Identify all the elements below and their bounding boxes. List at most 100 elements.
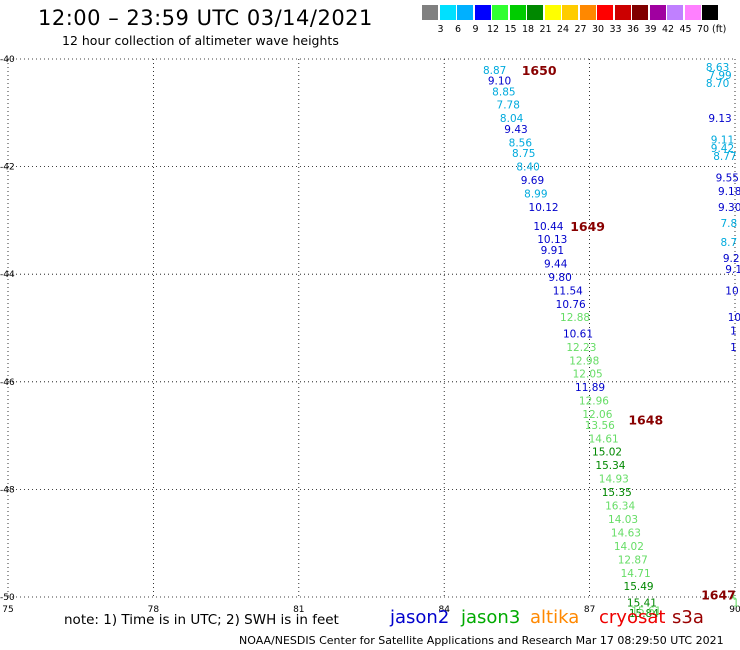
color-scale-label: 33 <box>609 24 622 35</box>
y-tick-label: -46 <box>0 378 15 388</box>
wave-height-label: 8.63 <box>706 62 729 74</box>
color-scale-label: 45 <box>679 24 692 35</box>
wave-height-label: 12.23 <box>566 342 596 354</box>
wave-height-label: 8.70 <box>706 78 729 90</box>
color-scale-label: 36 <box>626 24 640 35</box>
footnote: note: 1) Time is in UTC; 2) SWH is in fe… <box>64 612 339 628</box>
wave-height-label: 10.61 <box>563 328 593 340</box>
wave-height-label: 8.85 <box>492 86 515 98</box>
wave-height-label: 8.40 <box>516 162 539 174</box>
wave-height-label: 1 <box>730 589 737 601</box>
wave-height-label: 9.55 <box>716 172 739 184</box>
wave-height-label: 15.41 <box>627 597 657 609</box>
color-swatch <box>649 5 666 20</box>
x-tick-label: 75 <box>2 605 13 615</box>
wave-height-label: 8.04 <box>500 113 524 125</box>
color-scale-label: 6 <box>454 24 462 35</box>
wave-height-label: 8.99 <box>524 189 547 201</box>
wave-height-label: 7.78 <box>497 100 520 112</box>
color-scale-label: 27 <box>574 24 587 35</box>
x-tick-label: 90 <box>729 605 740 615</box>
wave-height-label: 9.13 <box>708 113 731 125</box>
color-swatch <box>597 5 613 20</box>
color-scale-label: 42 <box>661 24 675 35</box>
wave-height-label: 9.43 <box>504 124 527 136</box>
wave-height-label: 16.34 <box>605 501 635 513</box>
color-swatch <box>439 5 456 20</box>
wave-height-label: 14.61 <box>589 433 619 445</box>
wave-height-label: 9.91 <box>541 245 564 257</box>
wave-height-label: 9.18 <box>718 186 740 198</box>
wave-height-label: 11.89 <box>575 382 605 394</box>
x-tick-label: 84 <box>438 605 450 615</box>
wave-height-label: 11.54 <box>553 285 583 297</box>
pass-time-label: 1647 <box>701 587 736 602</box>
wave-height-label: 8.75 <box>512 148 535 160</box>
color-swatch <box>632 5 648 20</box>
wave-height-label: 10 <box>728 312 740 324</box>
wave-height-label: 12.96 <box>579 396 609 408</box>
wave-height-label: 15.84 <box>629 608 659 620</box>
pass-time-label: 1648 <box>628 412 663 427</box>
wave-height-label: 12.06 <box>582 409 612 421</box>
wave-height-label: 8.77 <box>713 151 736 163</box>
color-swatch <box>509 5 526 20</box>
wave-height-label: 9.69 <box>521 175 544 187</box>
y-tick-label: -50 <box>0 593 15 603</box>
y-tick-label: -48 <box>0 485 15 495</box>
satellite-legend-s3a: s3a <box>672 607 704 628</box>
map-grid <box>7 58 736 598</box>
satellite-legend-altika: altika <box>530 607 580 628</box>
wave-height-label: 12.05 <box>573 369 603 381</box>
wave-height-label: 10.12 <box>529 202 559 214</box>
color-swatch <box>614 5 631 20</box>
wave-height-label: 10.44 <box>533 221 563 233</box>
wave-height-label: 7.99 <box>708 70 731 82</box>
wave-height-label: 14.93 <box>599 474 629 486</box>
wave-height-label: 9.44 <box>544 258 568 270</box>
wave-height-label: 8.56 <box>509 137 533 149</box>
color-swatch <box>562 5 578 20</box>
color-scale-label: 39 <box>644 24 657 35</box>
color-scale-label: 18 <box>521 24 535 35</box>
color-scale-label: 12 <box>486 24 500 35</box>
y-tick-label: -44 <box>0 270 15 280</box>
wave-height-label: 13.56 <box>585 420 615 432</box>
color-swatch <box>474 5 491 20</box>
wave-height-label: 10 <box>725 285 738 297</box>
wave-height-label: 1 <box>733 597 740 609</box>
map-tick-labels: 75 78 81 84 87 90 -40 -42 -44 -46 -48 -50 <box>0 55 740 615</box>
wave-height-label: 9.42 <box>711 143 734 155</box>
wave-height-label: 1 <box>730 326 737 338</box>
wave-height-label: 14.03 <box>608 514 638 526</box>
wave-height-label: 15.35 <box>602 487 632 499</box>
wave-height-label: 12.87 <box>618 554 648 566</box>
satellite-legend-cryosat: cryosat <box>599 607 666 628</box>
color-swatch <box>579 5 596 20</box>
color-scale-label: 21 <box>539 24 552 35</box>
x-tick-label: 81 <box>293 605 304 615</box>
wave-height-label: 15.49 <box>624 581 654 593</box>
x-tick-label: 78 <box>148 605 160 615</box>
wave-height-label: 8.87 <box>483 65 506 77</box>
wave-height-label: 14.02 <box>614 541 644 553</box>
wave-height-label: 9.11 <box>711 135 734 147</box>
wave-height-label: 10.13 <box>537 234 567 246</box>
wave-height-label: 10.76 <box>556 299 586 311</box>
color-swatch <box>544 5 561 20</box>
wave-height-label: 15.61 <box>631 605 661 617</box>
color-swatch <box>667 5 683 20</box>
color-swatch <box>422 5 438 20</box>
wave-height-label: 8.7 <box>720 237 737 249</box>
color-swatch <box>684 5 701 20</box>
pass-time-label: 1650 <box>522 63 557 78</box>
wave-height-label: 14.63 <box>611 527 641 539</box>
color-scale-label: 3 <box>437 24 444 35</box>
satellite-legend-jason3: jason3 <box>461 607 521 628</box>
y-tick-label: -40 <box>0 55 15 65</box>
color-swatch <box>527 5 543 20</box>
map-subtitle: 12 hour collection of altimeter wave hei… <box>62 33 339 48</box>
color-swatch <box>492 5 508 20</box>
wave-height-label: 9.2 <box>723 253 740 265</box>
